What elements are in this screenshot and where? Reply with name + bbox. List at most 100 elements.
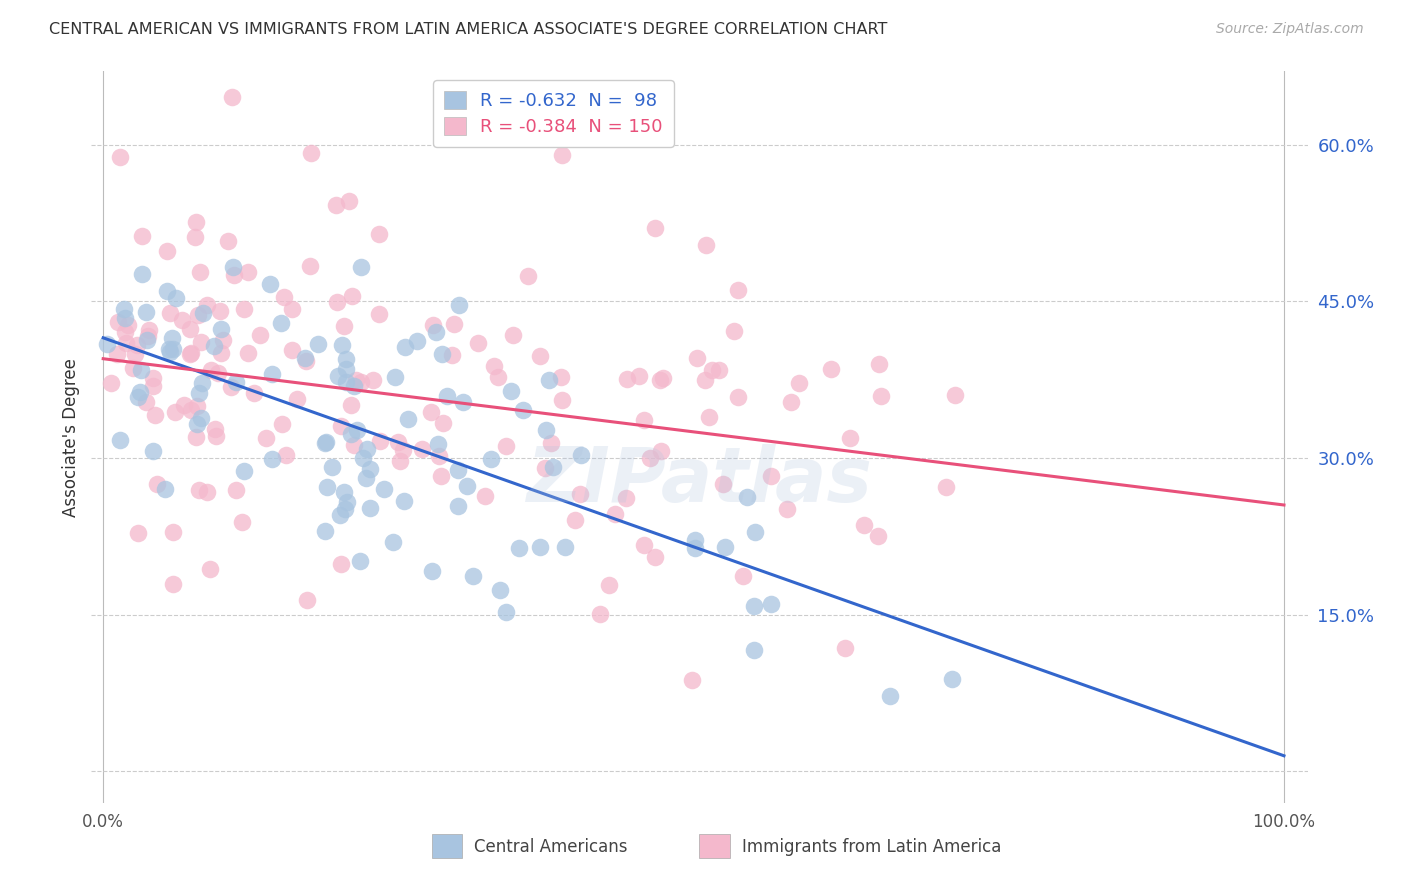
Point xyxy=(136,328,159,343)
Point xyxy=(517,269,540,284)
Point xyxy=(713,540,735,554)
Text: Immigrants from Latin America: Immigrants from Latin America xyxy=(742,838,1001,855)
Point xyxy=(422,318,444,333)
Point xyxy=(249,327,271,342)
Point xyxy=(735,490,758,504)
Point xyxy=(195,298,218,312)
Point xyxy=(359,462,381,476)
Point xyxy=(202,339,225,353)
Point xyxy=(165,291,187,305)
Point xyxy=(295,593,318,607)
Point xyxy=(225,375,247,389)
Point xyxy=(330,338,353,352)
Point xyxy=(384,369,406,384)
Point xyxy=(96,337,118,351)
Point xyxy=(644,549,666,564)
Point xyxy=(451,394,474,409)
Point xyxy=(127,390,149,404)
Point xyxy=(281,343,304,357)
Point xyxy=(190,334,212,349)
Point xyxy=(316,480,339,494)
Point xyxy=(640,450,662,465)
Point xyxy=(693,373,716,387)
Point xyxy=(396,412,419,426)
Point xyxy=(142,444,165,458)
Point xyxy=(307,337,329,351)
Point xyxy=(440,348,463,362)
Point xyxy=(243,385,266,400)
Point xyxy=(142,371,165,385)
Point xyxy=(157,342,180,356)
Point xyxy=(326,368,349,383)
Point xyxy=(329,508,352,522)
Point xyxy=(598,578,620,592)
Point xyxy=(820,361,842,376)
FancyBboxPatch shape xyxy=(432,834,463,858)
Point xyxy=(479,452,502,467)
Point xyxy=(128,384,150,399)
Point xyxy=(131,228,153,243)
Point xyxy=(388,453,411,467)
Point xyxy=(112,301,135,316)
Point xyxy=(281,302,304,317)
Point xyxy=(879,690,901,704)
Point xyxy=(943,388,966,402)
Point xyxy=(603,507,626,521)
Point xyxy=(868,529,890,543)
Point xyxy=(349,554,371,568)
Point xyxy=(114,326,136,340)
Point xyxy=(868,357,890,371)
Point xyxy=(236,346,259,360)
Point xyxy=(187,308,209,322)
Point xyxy=(254,431,277,445)
Point xyxy=(162,342,184,356)
Point xyxy=(276,448,298,462)
Point xyxy=(262,451,284,466)
Point xyxy=(686,351,709,366)
Point xyxy=(337,194,360,209)
Point xyxy=(425,326,447,340)
Point xyxy=(188,386,211,401)
Point xyxy=(456,479,478,493)
Point xyxy=(381,534,404,549)
Point xyxy=(652,371,675,385)
Point xyxy=(356,442,378,456)
Point xyxy=(569,448,592,462)
FancyBboxPatch shape xyxy=(699,834,730,858)
Point xyxy=(342,289,364,303)
Point xyxy=(325,198,347,212)
Point xyxy=(368,307,391,321)
Point xyxy=(231,515,253,529)
Point xyxy=(270,316,292,330)
Point xyxy=(186,430,208,444)
Point xyxy=(627,368,650,383)
Point xyxy=(447,463,470,477)
Point xyxy=(467,336,489,351)
Point xyxy=(162,524,184,539)
Y-axis label: Associate's Degree: Associate's Degree xyxy=(62,358,80,516)
Point xyxy=(160,331,183,345)
Point xyxy=(336,495,359,509)
Point xyxy=(727,390,749,404)
Point xyxy=(186,399,208,413)
Point xyxy=(429,468,451,483)
Point xyxy=(695,238,717,252)
Point xyxy=(697,409,720,424)
Point xyxy=(219,380,242,394)
Point xyxy=(529,540,551,554)
Point xyxy=(188,265,211,279)
Point xyxy=(537,373,560,387)
Point xyxy=(683,533,706,548)
Point xyxy=(198,562,221,576)
Point xyxy=(209,321,232,335)
Point xyxy=(315,434,337,449)
Point xyxy=(742,599,765,613)
Point xyxy=(330,419,353,434)
Point xyxy=(180,403,202,417)
Point xyxy=(711,477,734,491)
Point xyxy=(392,494,415,508)
Point xyxy=(727,283,749,297)
Point xyxy=(529,349,551,363)
Point xyxy=(499,384,522,398)
Point xyxy=(588,607,610,621)
